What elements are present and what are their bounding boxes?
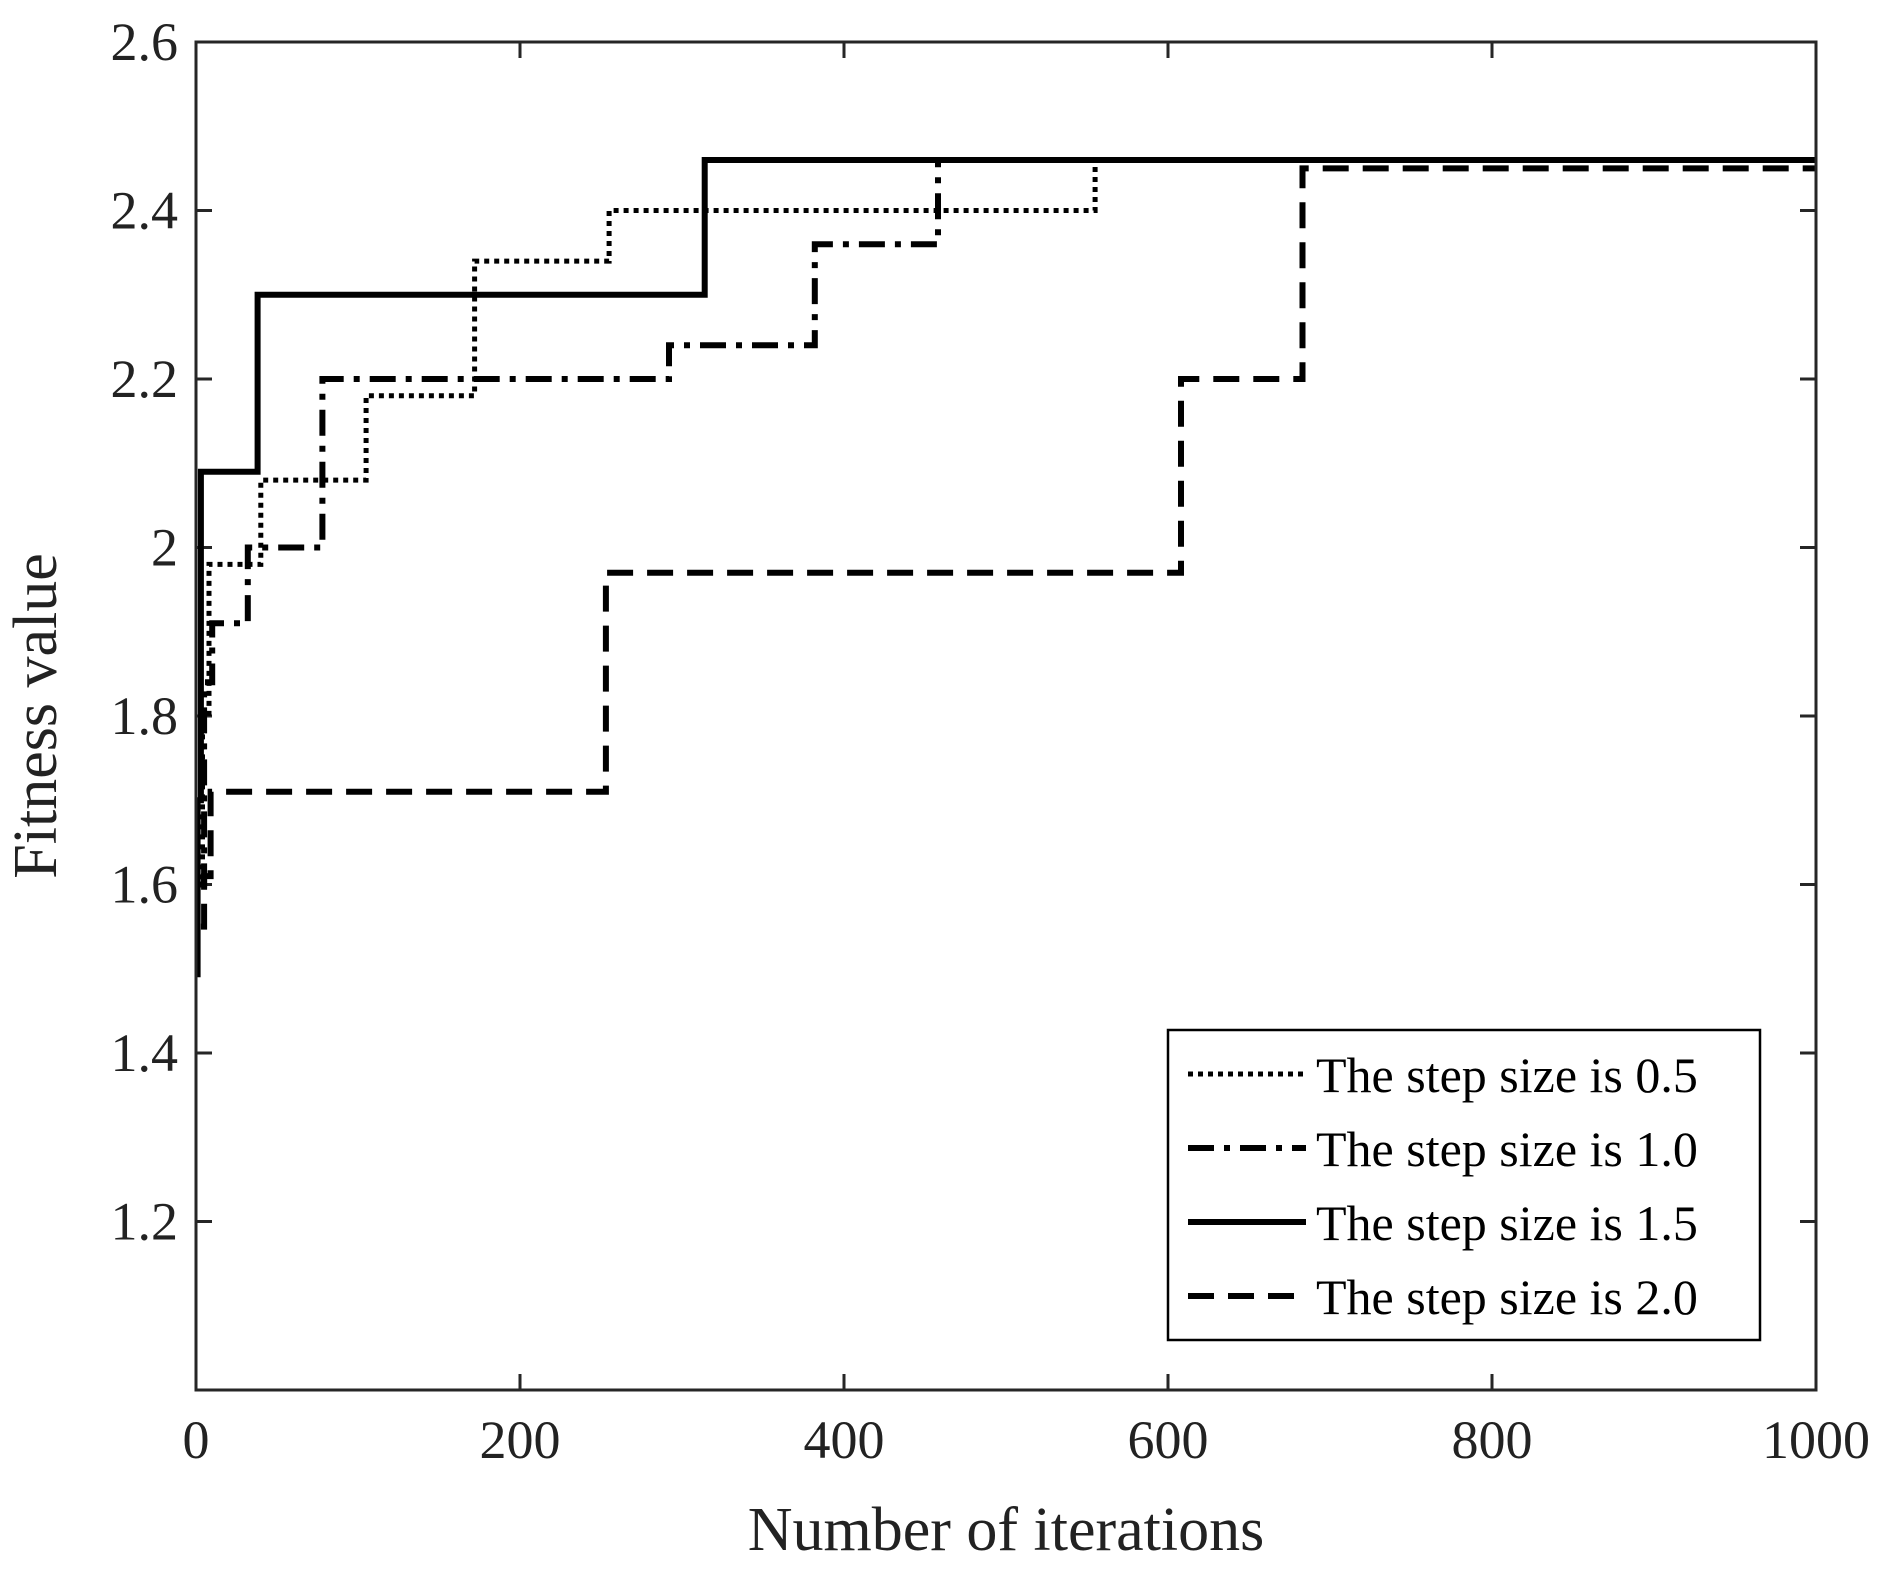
y-tick-label: 2.4	[111, 181, 179, 241]
legend-label-1: The step size is 0.5	[1316, 1047, 1698, 1103]
series-line-3	[194, 157, 1816, 978]
y-tick-label: 2	[151, 518, 178, 578]
x-axis-ticks: 0 200 400 600 800 1000	[183, 42, 1870, 1470]
y-axis-ticks: 1.2 1.4 1.6 1.8 2 2.2 2.4 2.6	[111, 12, 1816, 1252]
plot-frame	[194, 40, 1818, 1392]
legend-label-4: The step size is 2.0	[1316, 1269, 1698, 1325]
y-tick-label: 2.6	[111, 12, 179, 72]
y-tick-label: 2.2	[111, 349, 179, 409]
x-axis-title: Number of iterations	[748, 1496, 1265, 1564]
y-tick-label: 1.8	[111, 686, 179, 746]
x-tick-label: 600	[1128, 1410, 1209, 1470]
y-axis-title: Fitness value	[2, 553, 70, 878]
y-tick-label: 1.4	[111, 1023, 179, 1083]
y-tick-label: 1.2	[111, 1192, 179, 1252]
legend-label-2: The step size is 1.0	[1316, 1121, 1698, 1177]
series-line-1	[197, 157, 1816, 887]
legend-box	[1166, 1028, 1762, 1342]
x-tick-label: 200	[480, 1410, 561, 1470]
series-line-2	[199, 157, 1816, 888]
x-tick-label: 800	[1452, 1410, 1533, 1470]
series-layer	[194, 157, 1816, 978]
legend: The step size is 0.5 The step size is 1.0…	[1166, 1028, 1762, 1342]
y-tick-label: 1.6	[111, 855, 179, 915]
legend-label-3: The step size is 1.5	[1316, 1195, 1698, 1251]
x-tick-label: 1000	[1762, 1410, 1870, 1470]
x-tick-label: 0	[183, 1410, 210, 1470]
series-line-4	[200, 165, 1816, 930]
x-tick-label: 400	[804, 1410, 885, 1470]
